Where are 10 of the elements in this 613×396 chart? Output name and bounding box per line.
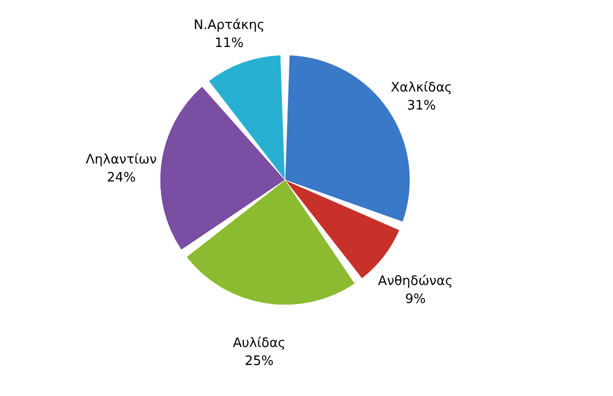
slice-label: Χαλκίδας <box>390 80 452 96</box>
data-label: 9% <box>405 292 426 308</box>
data-label: 11% <box>214 36 244 51</box>
data-label: 25% <box>244 354 274 369</box>
data-label: 31% <box>407 98 436 114</box>
slice-label: Ν.Αρτάκης <box>194 18 265 33</box>
data-label: 24% <box>106 170 136 186</box>
slice-label: Αυλίδας <box>232 336 286 351</box>
slice-label: Ληλαντίων <box>86 152 157 168</box>
slice-label: Ανθηδώνας <box>378 274 453 290</box>
